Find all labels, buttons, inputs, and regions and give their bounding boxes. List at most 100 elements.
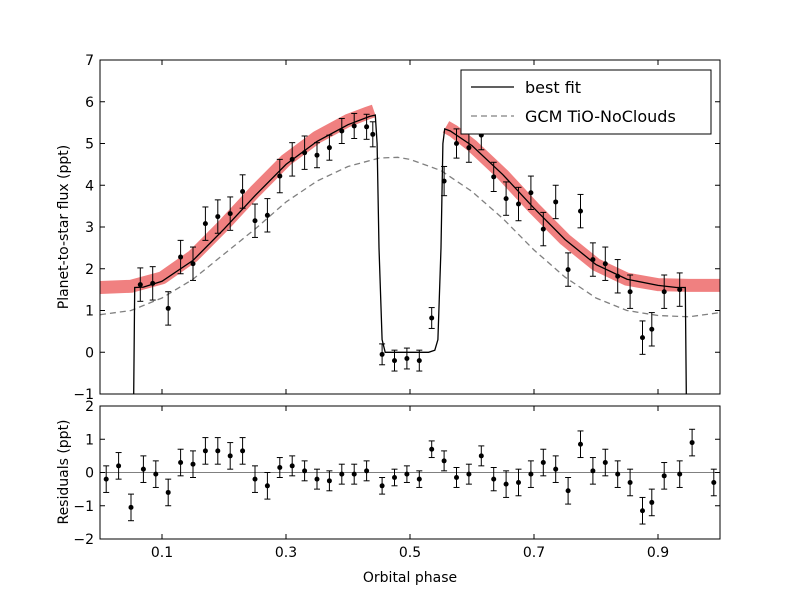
residual-marker xyxy=(264,483,270,489)
residual-marker xyxy=(578,441,583,447)
residual-point xyxy=(589,457,596,485)
residual-point xyxy=(648,488,655,517)
data-point xyxy=(137,267,144,302)
residual-point xyxy=(627,468,634,497)
data-point xyxy=(565,252,572,287)
residuals-y-axis-label: Residuals (ppt) xyxy=(56,419,72,524)
residuals-ytick-label: 1 xyxy=(85,432,94,448)
residual-marker xyxy=(649,499,655,505)
data-marker xyxy=(370,131,376,137)
data-marker xyxy=(454,141,459,146)
data-point xyxy=(369,121,376,148)
data-point xyxy=(602,246,609,281)
residual-marker xyxy=(379,483,385,489)
data-marker xyxy=(565,267,571,273)
residuals-ytick-label: −2 xyxy=(73,532,94,548)
residual-marker xyxy=(277,465,283,471)
data-point xyxy=(351,112,358,139)
data-point xyxy=(214,199,221,234)
data-point xyxy=(540,211,547,247)
data-point xyxy=(264,198,271,233)
data-marker xyxy=(351,123,357,129)
residual-point xyxy=(639,496,646,525)
data-marker xyxy=(640,335,645,341)
residual-marker xyxy=(364,468,370,474)
data-marker xyxy=(364,124,370,130)
residual-marker xyxy=(565,488,571,494)
data-point xyxy=(177,239,184,275)
data-marker xyxy=(215,214,221,220)
data-point xyxy=(527,175,534,210)
residual-marker xyxy=(528,471,534,477)
residual-point xyxy=(661,462,668,490)
residual-point xyxy=(503,470,510,498)
data-point xyxy=(552,184,559,220)
data-marker xyxy=(302,150,308,156)
data-point xyxy=(453,128,460,159)
residual-point xyxy=(239,437,246,465)
residuals-ytick-label: −1 xyxy=(73,499,94,515)
residual-point xyxy=(363,460,370,482)
data-point xyxy=(614,259,621,294)
residual-marker xyxy=(602,460,608,466)
data-point xyxy=(289,142,296,177)
residual-marker xyxy=(392,474,397,480)
residual-point xyxy=(301,460,308,482)
residual-point xyxy=(453,467,460,488)
residual-point xyxy=(338,463,345,485)
data-point xyxy=(403,347,410,370)
data-point xyxy=(391,349,398,372)
data-marker xyxy=(649,326,655,332)
residual-marker xyxy=(202,448,208,454)
data-point xyxy=(428,307,435,329)
x-axis-label: Orbital phase xyxy=(363,570,457,586)
residual-marker xyxy=(478,453,484,459)
residual-marker xyxy=(553,466,559,472)
legend-gcm-label: GCM TiO-NoClouds xyxy=(525,107,676,126)
residual-point xyxy=(676,460,683,488)
main-ytick-label: 3 xyxy=(85,220,94,236)
data-marker xyxy=(178,254,184,260)
residual-marker xyxy=(339,471,345,477)
data-point xyxy=(589,242,596,277)
residual-marker xyxy=(466,471,472,477)
main-ytick-label: 4 xyxy=(85,178,94,194)
data-marker xyxy=(165,305,171,311)
residual-point xyxy=(264,472,271,500)
data-marker xyxy=(466,145,472,151)
residual-point xyxy=(465,463,472,485)
residual-point xyxy=(128,493,134,522)
residual-point xyxy=(227,442,234,470)
data-point xyxy=(149,266,156,301)
data-marker xyxy=(227,211,233,217)
data-marker xyxy=(540,226,546,232)
data-marker xyxy=(627,289,633,295)
residual-marker xyxy=(140,466,146,472)
data-marker xyxy=(661,289,667,295)
residual-marker xyxy=(590,468,596,474)
data-point xyxy=(441,165,448,197)
residual-point xyxy=(289,455,296,477)
residual-point xyxy=(441,450,448,472)
data-marker xyxy=(416,358,422,364)
data-marker xyxy=(392,358,397,364)
residuals-xtick-label: 0.5 xyxy=(399,545,421,561)
data-marker xyxy=(202,221,208,227)
residual-marker xyxy=(190,461,196,467)
data-marker xyxy=(503,196,509,202)
residual-marker xyxy=(153,471,159,477)
data-marker xyxy=(528,190,534,196)
residual-point xyxy=(478,445,485,467)
residual-point xyxy=(391,468,398,487)
residual-point xyxy=(614,460,621,488)
data-point xyxy=(503,181,510,216)
data-point xyxy=(227,196,234,231)
residual-point xyxy=(152,460,159,488)
data-point xyxy=(379,343,386,366)
main-ytick-label: 7 xyxy=(85,53,94,69)
data-marker xyxy=(339,128,345,134)
residual-marker xyxy=(103,476,109,482)
residual-marker xyxy=(128,504,134,510)
residual-marker xyxy=(441,458,447,464)
